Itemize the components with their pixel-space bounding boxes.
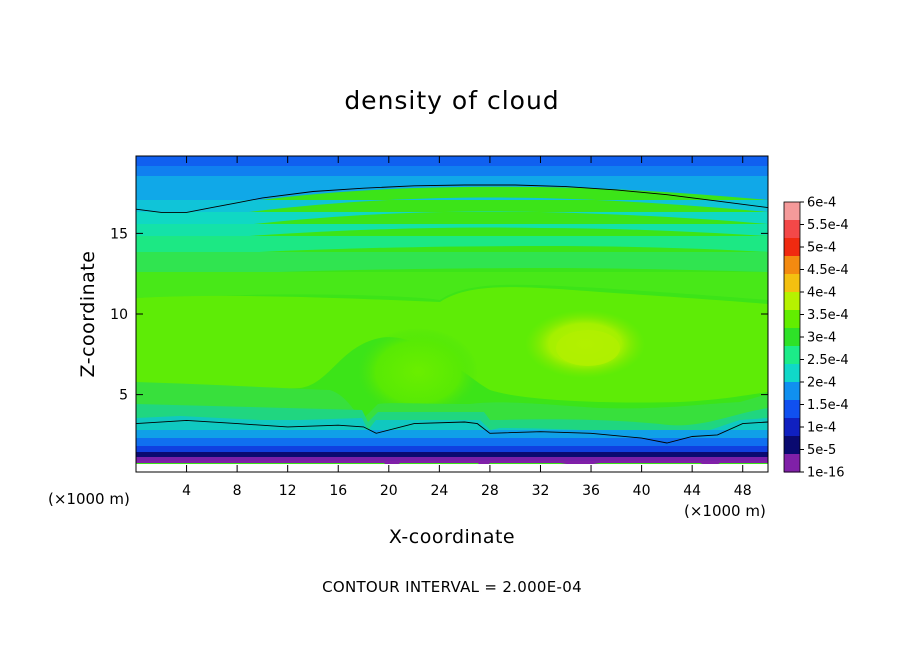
colorbar-label: 3.5e-4	[807, 308, 849, 323]
band-mid-8	[136, 272, 768, 300]
x-tick-label: 4	[182, 483, 191, 499]
colorbar-swatch	[784, 418, 800, 437]
x-tick-label: 20	[380, 483, 398, 499]
band-top-2	[136, 176, 768, 213]
x-unit-left: (×1000 m)	[48, 490, 130, 508]
colorbar-label: 2.5e-4	[807, 353, 849, 368]
colorbar-label: 1e-4	[807, 421, 836, 436]
colorbar-label: 1e-16	[807, 466, 845, 481]
y-tick-label: 5	[119, 388, 128, 404]
band-top-3	[136, 197, 768, 222]
colorbar-swatch	[784, 436, 800, 455]
contour-line	[136, 184, 768, 213]
x-tick-label: 12	[279, 483, 297, 499]
x-tick-label: 24	[430, 483, 448, 499]
colorbar-swatch	[784, 292, 800, 311]
band-top-0	[136, 156, 768, 166]
colorbar-swatch	[784, 328, 800, 347]
x-axis-label: X-coordinate	[388, 526, 516, 548]
x-unit-right: (×1000 m)	[684, 502, 766, 520]
x-tick-label: 48	[734, 483, 752, 499]
y-tick-label: 15	[110, 226, 128, 242]
colorbar-swatch	[784, 382, 800, 401]
band-low-14	[136, 438, 768, 446]
y-tick-label: 10	[110, 307, 128, 323]
colorbar-label: 2e-4	[807, 376, 836, 391]
x-tick-label: 36	[582, 483, 600, 499]
contour-interval-note: CONTOUR INTERVAL = 2.000E-04	[322, 578, 582, 596]
colorbar-swatch	[784, 346, 800, 365]
x-tick-label: 8	[233, 483, 242, 499]
colorbar-swatch	[784, 220, 800, 239]
colorbar-label: 1.5e-4	[807, 398, 849, 413]
band-top-6	[136, 236, 768, 258]
band-top-1	[136, 166, 768, 176]
contour-line	[136, 419, 768, 444]
colorbar-swatch	[784, 202, 800, 221]
dome-core	[358, 328, 478, 416]
contour-lines	[136, 184, 768, 444]
max-core-inner	[556, 330, 620, 366]
colorbar-swatch	[784, 310, 800, 329]
x-tick-label: 40	[633, 483, 651, 499]
colorbar-label: 4e-4	[807, 286, 836, 301]
ground	[136, 464, 768, 472]
colorbar-label: 5e-4	[807, 241, 836, 256]
band-low-18	[136, 461, 768, 470]
colorbar-label: 6e-4	[807, 196, 836, 211]
band-top-4	[136, 211, 768, 232]
colorbar-swatch	[784, 274, 800, 293]
contour-field	[136, 156, 768, 472]
colorbar-swatch	[784, 400, 800, 419]
y-axis: 5 10 15	[110, 226, 768, 404]
x-tick-label: 32	[532, 483, 550, 499]
colorbar: 6e-4 5.5e-4 5e-4 4.5e-4 4e-4 3.5e-4 3e-4 2.5e-4…	[783, 196, 849, 481]
x-tick-label: 28	[481, 483, 499, 499]
colorbar-label: 4.5e-4	[807, 263, 849, 278]
colorbar-swatch	[784, 364, 800, 383]
band-low-17	[136, 457, 768, 461]
x-tick-label: 44	[683, 483, 701, 499]
x-axis: 4 8 12 16 20 24 28 32 36 40 44 48	[182, 156, 752, 499]
chart-title: density of cloud	[344, 86, 560, 115]
colorbar-label: 3e-4	[807, 331, 836, 346]
colorbar-swatch	[784, 238, 800, 257]
colorbar-label: 5.5e-4	[807, 218, 849, 233]
band-low-15	[136, 446, 768, 452]
colorbar-swatch	[784, 454, 800, 473]
band-low-16	[136, 452, 768, 457]
band-low-13	[136, 430, 768, 438]
x-tick-label: 16	[329, 483, 347, 499]
colorbar-label: 5e-5	[807, 443, 836, 458]
band-top-5	[136, 224, 768, 242]
colorbar-swatch	[784, 256, 800, 275]
band-top-7	[136, 252, 768, 276]
